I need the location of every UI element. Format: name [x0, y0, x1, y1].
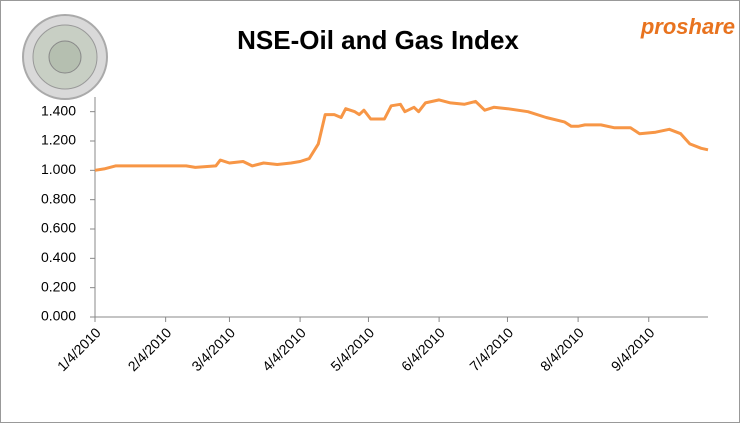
y-tick-label: 0.800: [41, 190, 76, 206]
y-tick-label: 1.200: [41, 132, 76, 148]
y-tick-label: 0.000: [41, 308, 76, 324]
emblem: [22, 14, 108, 100]
chart-title: NSE-Oil and Gas Index: [237, 25, 519, 55]
logo: proshare: [640, 14, 735, 39]
line-series: [94, 98, 709, 172]
y-tick-label: 1.000: [41, 161, 76, 177]
y-tick-label: 0.600: [41, 220, 76, 236]
y-tick-label: 1.400: [41, 102, 76, 118]
y-tick-label: 0.200: [41, 278, 76, 294]
y-tick-label: 0.400: [41, 249, 76, 265]
